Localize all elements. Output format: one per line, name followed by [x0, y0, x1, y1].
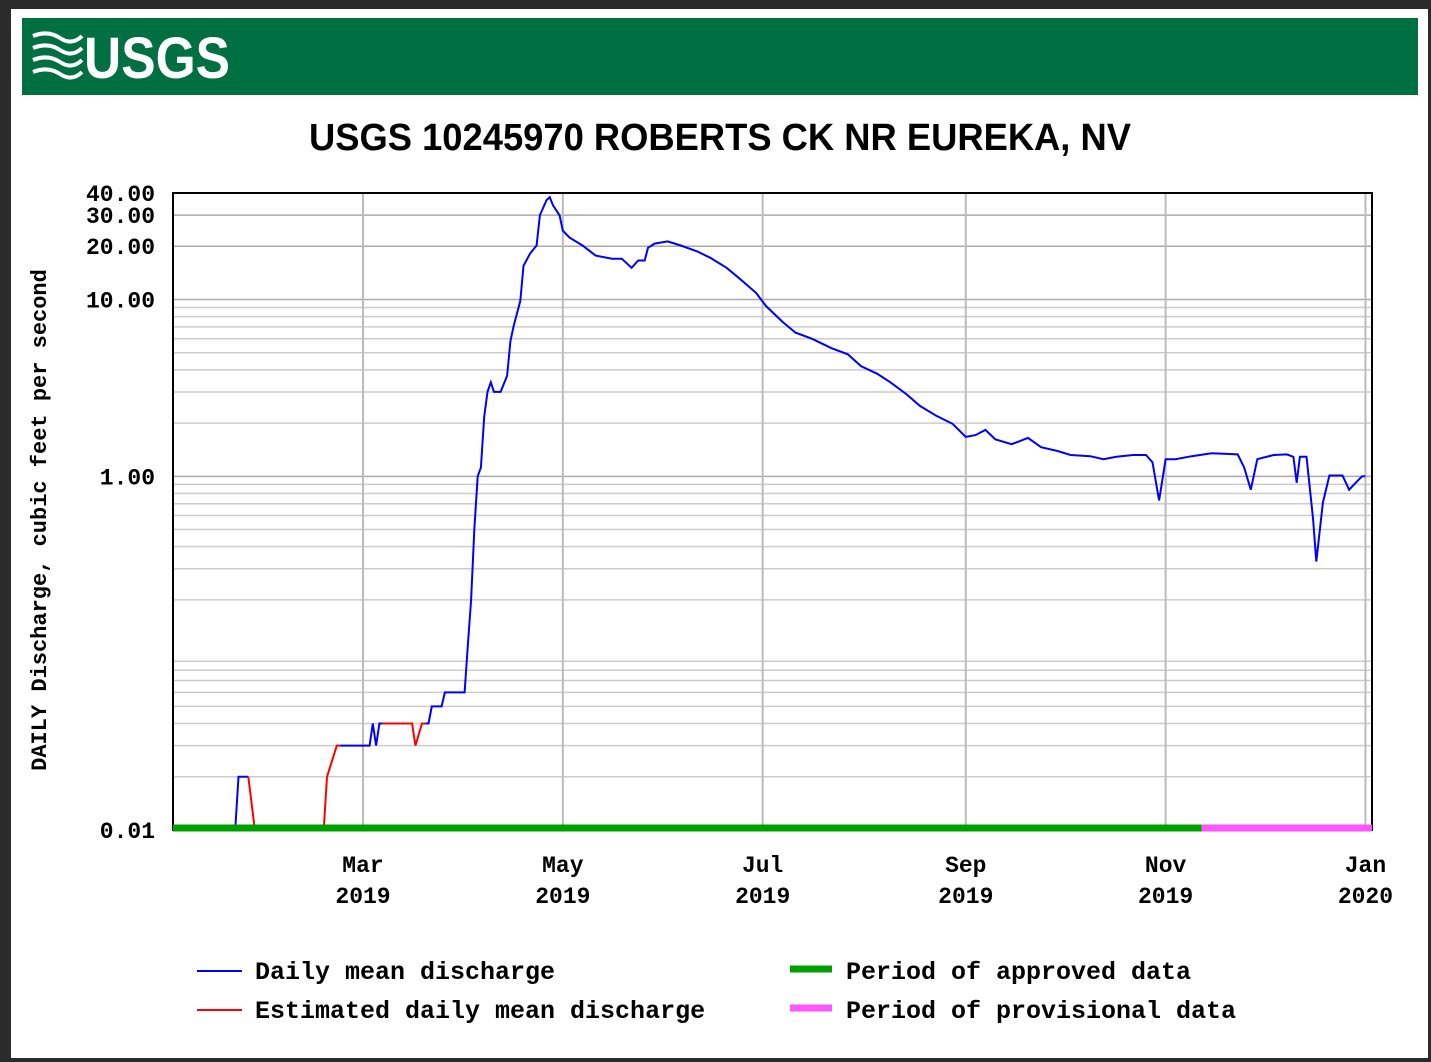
y-tick-label: 0.01	[100, 819, 155, 845]
page: USGS USGS 10245970 ROBERTS CK NR EUREKA,…	[0, 0, 1431, 1062]
chart: USGS USGS 10245970 ROBERTS CK NR EUREKA,…	[0, 0, 1431, 1062]
y-tick-label: 10.00	[86, 288, 155, 314]
x-tick-label: Sep	[945, 853, 986, 879]
x-tick-label: 2019	[938, 884, 993, 910]
legend-label: Period of provisional data	[846, 997, 1236, 1026]
x-tick-label: 2019	[1138, 884, 1193, 910]
x-tick-label: Jul	[742, 853, 783, 879]
legend-label: Estimated daily mean discharge	[255, 997, 705, 1026]
logo-text: USGS	[84, 26, 230, 91]
x-tick-label: May	[542, 853, 584, 879]
y-tick-label: 1.00	[100, 465, 155, 491]
x-tick-label: Jan	[1345, 853, 1386, 879]
panel	[11, 9, 1428, 1058]
legend-label: Daily mean discharge	[255, 958, 555, 987]
x-tick-label: 2019	[735, 884, 790, 910]
y-axis-label: DAILY Discharge, cubic feet per second	[28, 269, 53, 771]
y-tick-label: 40.00	[86, 182, 155, 208]
x-tick-label: Nov	[1145, 853, 1187, 879]
y-tick-label: 20.00	[86, 235, 155, 261]
x-tick-label: 2019	[335, 884, 390, 910]
x-tick-label: 2020	[1338, 884, 1393, 910]
header-bar	[22, 18, 1418, 95]
chart-title: USGS 10245970 ROBERTS CK NR EUREKA, NV	[309, 117, 1132, 159]
x-tick-label: 2019	[535, 884, 590, 910]
x-tick-label: Mar	[342, 853, 383, 879]
legend-label: Period of approved data	[846, 958, 1191, 987]
